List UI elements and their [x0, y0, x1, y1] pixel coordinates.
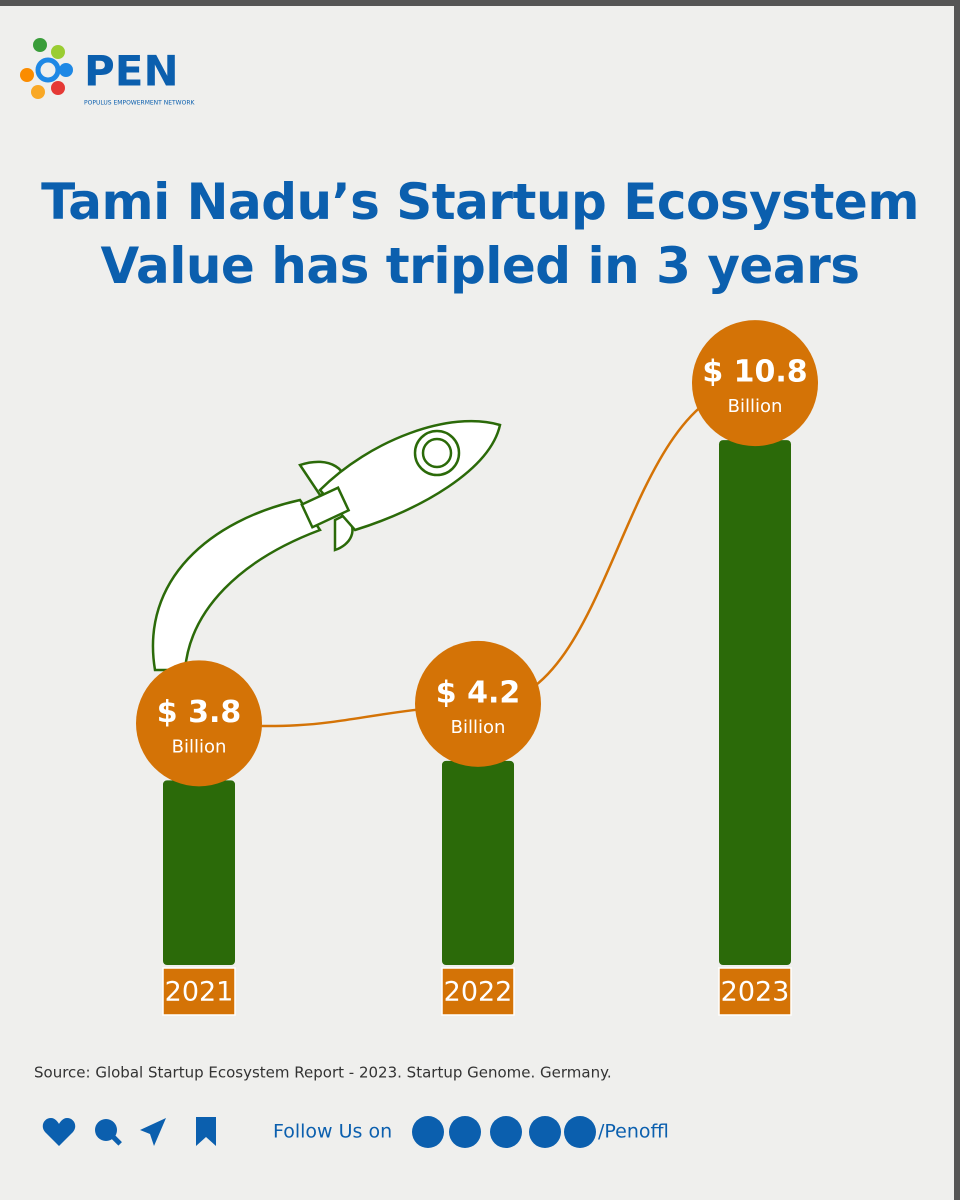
year-box — [162, 967, 236, 1016]
value-label: $ 3.8 — [157, 695, 241, 730]
value-label: $ 4.2 — [436, 675, 520, 710]
handle: /Penoffl — [598, 1121, 669, 1143]
year-box — [718, 967, 792, 1016]
bar — [719, 440, 791, 965]
unit-label: Billion — [451, 717, 506, 738]
x-tick-label: 2023 — [721, 977, 790, 1008]
x-tick-label: 2022 — [444, 977, 513, 1008]
source: Source: Global Startup Ecosystem Report … — [34, 1064, 612, 1082]
value-badge — [136, 660, 262, 787]
top-border — [0, 0, 960, 6]
value-badge — [415, 640, 541, 767]
action-icons — [42, 1117, 216, 1146]
unit-label: Billion — [172, 736, 227, 757]
value-badge — [692, 320, 818, 447]
logo — [20, 38, 73, 99]
rocket — [151, 419, 502, 672]
bar — [163, 780, 235, 965]
logo-tagline: POPULUS EMPOWERMENT NETWORK — [84, 100, 196, 107]
follow-text: Follow Us on — [273, 1121, 392, 1143]
year-box — [441, 967, 515, 1016]
chart-title: Tami Nadu’s Startup Ecosystem Value has … — [41, 173, 919, 295]
unit-label: Billion — [728, 396, 783, 417]
x-tick-label: 2021 — [165, 977, 234, 1008]
logo-name: PEN — [84, 47, 179, 96]
value-label: $ 10.8 — [702, 355, 807, 390]
right-border — [954, 0, 960, 1200]
bar — [442, 760, 514, 965]
social-icons — [412, 1116, 596, 1148]
